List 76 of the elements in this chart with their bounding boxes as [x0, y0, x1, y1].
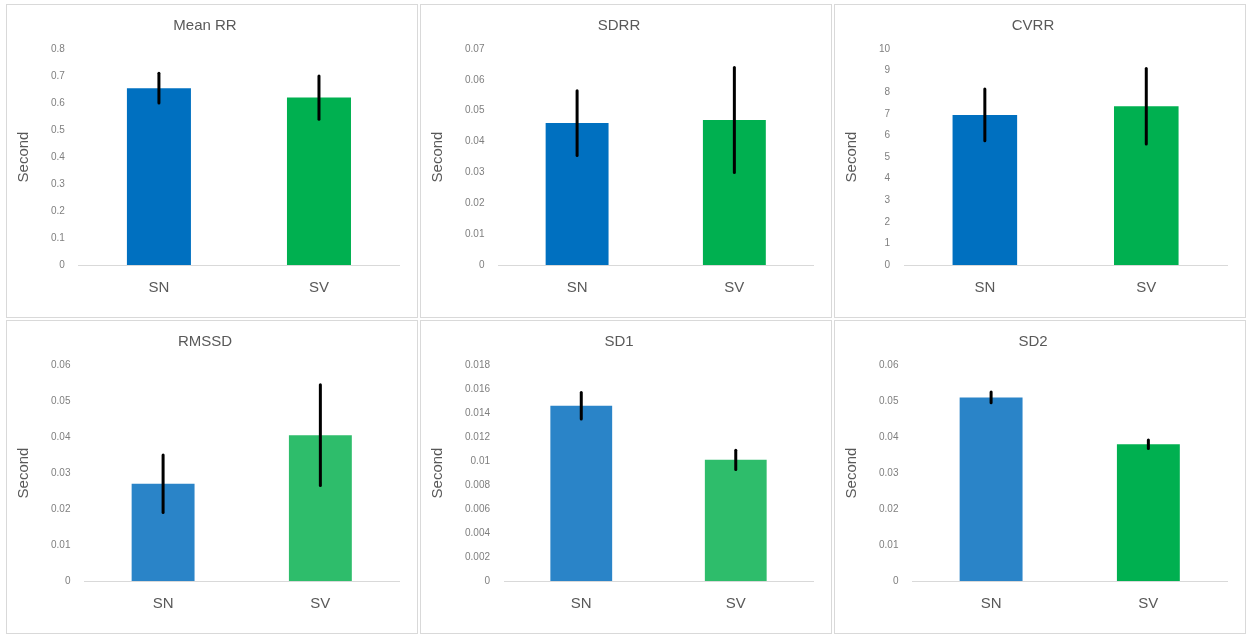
y-tick-label: 0 [59, 258, 66, 270]
y-axis-title: Second [428, 131, 446, 183]
y-tick-label: 0 [64, 574, 71, 586]
y-tick-label: 6 [884, 129, 891, 141]
y-tick-label: 0.04 [878, 430, 899, 442]
y-tick-label: 0.02 [50, 502, 71, 514]
chart-title: CVRR [1011, 16, 1055, 34]
chart-title: RMSSD [177, 332, 233, 350]
y-tick-label: 0.012 [464, 430, 491, 442]
y-tick-label: 1 [884, 237, 891, 249]
y-tick-label: 0.05 [464, 104, 485, 116]
y-tick-label: 0.03 [50, 466, 71, 478]
y-tick-label: 0.02 [464, 197, 485, 209]
x-tick-label: SN [980, 594, 1002, 612]
y-tick-label: 0.3 [51, 177, 66, 189]
y-axis-title: Second [842, 447, 860, 499]
y-tick-label: 0.018 [464, 358, 491, 370]
x-tick-label: SV [1138, 594, 1159, 612]
y-tick-label: 0.016 [464, 382, 491, 394]
x-tick-label: SN [974, 278, 996, 296]
y-tick-label: 3 [884, 193, 891, 205]
y-tick-label: 0.1 [51, 231, 66, 243]
y-tick-label: 0.01 [464, 227, 485, 239]
y-tick-label: 9 [884, 64, 891, 76]
y-tick-label: 0.06 [464, 73, 485, 85]
y-tick-label: 0 [884, 258, 891, 270]
y-tick-label: 0.02 [878, 502, 899, 514]
y-tick-label: 4 [884, 172, 891, 184]
y-tick-label: 0.5 [51, 123, 66, 135]
y-axis-title: Second [842, 131, 860, 183]
x-tick-label: SN [566, 278, 588, 296]
chart-title: SDRR [597, 16, 641, 34]
y-tick-label: 0.014 [464, 406, 491, 418]
y-tick-label: 0.03 [878, 466, 899, 478]
y-tick-label: 0.4 [51, 150, 66, 162]
y-tick-label: 0 [484, 574, 491, 586]
y-tick-label: 0.01 [50, 538, 71, 550]
chart-title: Mean RR [173, 16, 237, 34]
y-tick-label: 0.04 [50, 430, 71, 442]
y-tick-label: 0 [478, 258, 485, 270]
y-tick-label: 0.006 [464, 502, 491, 514]
y-tick-label: 0.04 [464, 135, 485, 147]
x-tick-label: SV [724, 278, 745, 296]
y-axis-title: Second [14, 131, 32, 183]
x-tick-label: SV [310, 594, 331, 612]
y-tick-label: 0.01 [470, 454, 491, 466]
chart-title: SD1 [604, 332, 634, 350]
y-tick-label: 0.7 [51, 69, 66, 81]
y-axis-title: Second [14, 447, 32, 499]
y-tick-label: 0.2 [51, 204, 66, 216]
y-tick-label: 2 [884, 215, 891, 227]
y-axis-title: Second [428, 447, 446, 499]
y-tick-label: 10 [879, 42, 891, 54]
chart-title: SD2 [1018, 332, 1048, 350]
x-tick-label: SV [1136, 278, 1157, 296]
y-tick-label: 0 [892, 574, 899, 586]
y-tick-label: 0.05 [878, 394, 899, 406]
y-tick-label: 0.6 [51, 96, 66, 108]
y-tick-label: 0.004 [464, 526, 491, 538]
y-tick-label: 5 [884, 150, 891, 162]
y-tick-label: 0.07 [464, 42, 485, 54]
y-tick-label: 0.002 [464, 550, 491, 562]
x-tick-label: SN [148, 278, 170, 296]
y-tick-label: 0.06 [50, 358, 71, 370]
y-tick-label: 0.01 [878, 538, 899, 550]
y-tick-label: 0.06 [878, 358, 899, 370]
x-tick-label: SV [308, 278, 329, 296]
x-tick-label: SN [570, 594, 592, 612]
x-tick-label: SN [152, 594, 174, 612]
y-tick-label: 0.008 [464, 478, 491, 490]
y-tick-label: 8 [884, 85, 891, 97]
y-tick-label: 7 [884, 107, 891, 119]
y-tick-label: 0.05 [50, 394, 71, 406]
y-tick-label: 0.03 [464, 166, 485, 178]
y-tick-label: 0.8 [51, 42, 66, 54]
x-tick-label: SV [725, 594, 746, 612]
